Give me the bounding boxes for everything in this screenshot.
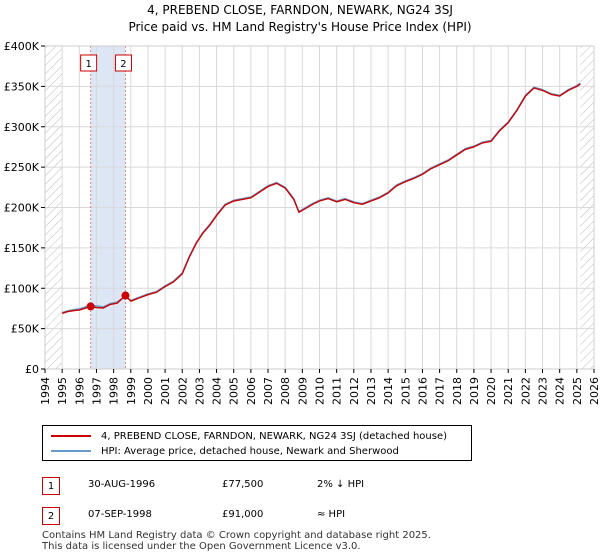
x-tick-label: 2004 [211, 377, 224, 405]
transaction-price: £77,500 [222, 479, 264, 490]
y-tick-label: £300K [4, 121, 40, 134]
x-tick-label: 2007 [262, 377, 275, 405]
transaction-badge: 2 [42, 507, 60, 525]
footer-copyright: Contains HM Land Registry data © Crown c… [42, 530, 431, 541]
legend-item-price: 4, PREBEND CLOSE, FARNDON, NEWARK, NG24 … [51, 429, 447, 443]
y-tick-label: £200K [4, 202, 40, 215]
transaction-date: 07-SEP-1998 [88, 509, 152, 520]
x-tick-label: 2017 [434, 377, 447, 405]
x-tick-label: 2000 [142, 377, 155, 405]
legend-label-hpi: HPI: Average price, detached house, Newa… [101, 445, 399, 457]
footer-licence: This data is licensed under the Open Gov… [42, 541, 361, 552]
transaction-hpi: 2% ↓ HPI [317, 479, 365, 490]
x-tick-label: 2008 [279, 377, 292, 405]
y-tick-label: £250K [4, 161, 40, 174]
legend-swatch-hpi [51, 450, 91, 452]
y-tick-label: £0 [25, 363, 39, 376]
x-tick-label: 2014 [382, 377, 395, 405]
x-tick-label: 2011 [331, 377, 344, 405]
x-tick-label: 2009 [296, 377, 309, 405]
sale-point [121, 291, 130, 300]
x-tick-label: 2002 [176, 377, 189, 405]
x-tick-label: 1996 [73, 377, 86, 405]
legend: 4, PREBEND CLOSE, FARNDON, NEWARK, NG24 … [42, 425, 472, 461]
marker-badge [80, 54, 98, 72]
transaction-date: 30-AUG-1996 [88, 479, 156, 490]
table-row: 2 07-SEP-1998 £91,000 ≈ HPI [42, 507, 562, 525]
x-tick-label: 2018 [451, 377, 464, 405]
x-tick-label: 2019 [468, 377, 481, 405]
x-tick-label: 2026 [588, 377, 600, 405]
x-tick-label: 2016 [416, 377, 429, 405]
legend-swatch-price [51, 435, 91, 437]
x-tick-label: 2023 [537, 377, 550, 405]
price-chart: 1 2 £0 £50K £100K £150K £200K £250K £300K £350K £… [4, 40, 600, 405]
marker-badge [114, 54, 132, 72]
x-tick-label: 2005 [228, 377, 241, 405]
x-tick-label: 2022 [519, 377, 532, 405]
footer: Contains HM Land Registry data © Crown c… [42, 530, 431, 552]
x-tick-label: 1999 [125, 377, 138, 405]
x-tick-label: 2013 [365, 377, 378, 405]
x-tick-label: 2020 [485, 377, 498, 405]
x-tick-label: 2024 [554, 377, 567, 405]
sale-point [86, 302, 95, 311]
legend-item-hpi: HPI: Average price, detached house, Newa… [51, 444, 399, 458]
x-tick-label: 1998 [108, 377, 121, 405]
y-tick-label: £50K [11, 323, 40, 336]
y-tick-label: £100K [4, 282, 40, 295]
x-tick-label: 2015 [399, 377, 412, 405]
table-row: 1 30-AUG-1996 £77,500 2% ↓ HPI [42, 477, 562, 495]
x-tick-label: 1997 [90, 377, 103, 405]
y-tick-label: £150K [4, 242, 40, 255]
x-tick-label: 2010 [314, 377, 327, 405]
x-tick-label: 2012 [348, 377, 361, 405]
x-tick-label: 1995 [56, 377, 69, 405]
y-tick-label: £400K [4, 40, 40, 53]
chart-subtitle: Price paid vs. HM Land Registry's House … [128, 20, 472, 34]
x-tick-label: 2001 [159, 377, 172, 405]
marker-badge-label: 2 [120, 59, 126, 70]
transaction-hpi: ≈ HPI [317, 509, 346, 520]
marker-badge-label: 1 [85, 59, 91, 70]
legend-label-price: 4, PREBEND CLOSE, FARNDON, NEWARK, NG24 … [101, 430, 447, 442]
chart-title: 4, PREBEND CLOSE, FARNDON, NEWARK, NG24 … [147, 3, 453, 17]
transaction-price: £91,000 [222, 509, 264, 520]
x-tick-label: 1994 [39, 377, 52, 405]
x-tick-label: 2025 [571, 377, 584, 405]
transaction-badge: 1 [42, 477, 60, 495]
x-tick-label: 2006 [245, 377, 258, 405]
x-tick-label: 2021 [502, 377, 515, 405]
series-line-price [61, 83, 581, 314]
x-tick-label: 2003 [193, 377, 206, 405]
y-tick-label: £350K [4, 80, 40, 93]
